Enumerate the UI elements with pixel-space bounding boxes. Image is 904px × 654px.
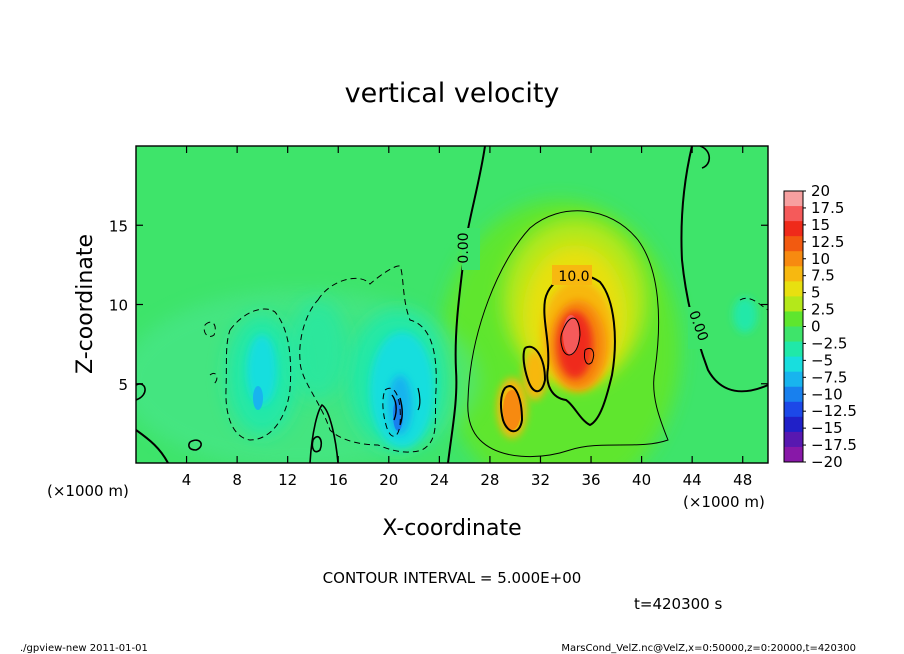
plot-area: 0.00 0.00 10.0 4 8 12 16 20 24 28 32 36 40 44 48 51… bbox=[109, 145, 769, 489]
colorbar-label: −10 bbox=[811, 385, 843, 403]
x-tick-label: 32 bbox=[531, 471, 550, 489]
y-axis-label: Z-coordinate bbox=[73, 234, 98, 374]
colorbar-label: −20 bbox=[811, 453, 843, 471]
colorbar-swatch bbox=[784, 356, 803, 373]
contour-ten-line bbox=[522, 345, 547, 393]
x-axis-label: X-coordinate bbox=[382, 516, 521, 541]
colorbar-swatch bbox=[784, 431, 803, 448]
x-tick-label: 24 bbox=[430, 471, 449, 489]
y-tick-label: 5 bbox=[118, 376, 128, 394]
y-axis: 5 10 15 bbox=[109, 217, 768, 394]
contour-zero-line bbox=[309, 403, 339, 463]
contour-label-bg bbox=[462, 228, 480, 270]
contour-zero-line bbox=[136, 429, 169, 463]
contour-negative-line bbox=[225, 308, 292, 441]
colorbar-swatch bbox=[784, 296, 803, 312]
x-tick-label: 28 bbox=[480, 471, 499, 489]
contour-zero-line bbox=[680, 146, 768, 393]
contour-negative-line bbox=[417, 387, 421, 411]
colorbar-label: 7.5 bbox=[811, 267, 835, 285]
colorbar-swatch bbox=[784, 326, 803, 343]
colorbar-label: 12.5 bbox=[811, 233, 844, 251]
x-tick-label: 40 bbox=[632, 471, 651, 489]
contour-fifteen-line bbox=[560, 317, 581, 356]
field-blob bbox=[288, 300, 348, 400]
footer-right: MarsCond_VelZ.nc@VelZ,x=0:50000,z=0:2000… bbox=[561, 643, 856, 654]
colorbar-label: −5 bbox=[811, 351, 833, 369]
x-tick-label: 16 bbox=[329, 471, 348, 489]
contour-label-bg bbox=[552, 265, 592, 285]
field-blob bbox=[247, 335, 277, 405]
colorbar-swatch bbox=[784, 341, 803, 358]
colorbar-label: 15 bbox=[811, 216, 830, 234]
contour-zero-line bbox=[188, 439, 202, 451]
field-blob bbox=[523, 350, 547, 400]
colorbar-swatch bbox=[784, 251, 803, 267]
y-tick-label: 15 bbox=[109, 217, 128, 235]
x-tick-label: 48 bbox=[733, 471, 752, 489]
field-blob bbox=[253, 386, 263, 410]
x-tick-label: 12 bbox=[278, 471, 297, 489]
colorbar-swatch bbox=[784, 446, 803, 463]
contour-fifteen-line bbox=[584, 347, 595, 365]
colorbar: 2017.51512.5107.552.50−2.5−5−7.5−10−12.5… bbox=[783, 182, 857, 471]
colorbar-swatch bbox=[784, 281, 803, 297]
contour-negative-line bbox=[299, 265, 437, 453]
contour-interval: CONTOUR INTERVAL = 5.000E+00 bbox=[323, 569, 582, 587]
x-tick-label: 8 bbox=[232, 471, 242, 489]
chart-title: vertical velocity bbox=[345, 78, 560, 109]
time-label: t=420300 s bbox=[634, 595, 722, 613]
colorbar-swatch bbox=[784, 206, 803, 222]
x-tick-label: 20 bbox=[379, 471, 398, 489]
contour-zero-line bbox=[311, 435, 323, 453]
colorbar-label: 17.5 bbox=[811, 199, 844, 217]
colorbar-label: −17.5 bbox=[811, 436, 857, 454]
x-tick-label: 4 bbox=[182, 471, 192, 489]
colorbar-swatch bbox=[784, 191, 803, 207]
colorbar-label: −2.5 bbox=[811, 334, 847, 352]
colorbar-label: 0 bbox=[811, 318, 821, 336]
colorbar-swatch bbox=[784, 416, 803, 433]
field-blob bbox=[503, 390, 521, 430]
colorbar-label: 20 bbox=[811, 182, 830, 200]
colorbar-swatch bbox=[784, 221, 803, 237]
colorbar-label: −7.5 bbox=[811, 368, 847, 386]
x-unit-right: (×1000 m) bbox=[683, 493, 765, 511]
x-tick-label: 36 bbox=[581, 471, 600, 489]
field-blob bbox=[563, 315, 579, 355]
colorbar-label: 2.5 bbox=[811, 301, 835, 319]
contour-label: 10.0 bbox=[558, 269, 589, 285]
contour-negative-line bbox=[739, 297, 768, 311]
contour-ten-line bbox=[499, 385, 524, 433]
x-tick-label: 44 bbox=[683, 471, 702, 489]
contour-lines bbox=[136, 146, 768, 463]
contour-label: 0.00 bbox=[456, 232, 472, 263]
colorbar-swatch bbox=[784, 401, 803, 418]
colorbar-swatch bbox=[784, 371, 803, 388]
field-blob bbox=[733, 297, 757, 333]
x-unit-left: (×1000 m) bbox=[47, 482, 129, 500]
contour-negative-line bbox=[203, 321, 216, 338]
colorbar-swatch bbox=[784, 386, 803, 403]
colorbar-label: −15 bbox=[811, 419, 843, 437]
footer-left: ./gpview-new 2011-01-01 bbox=[20, 643, 148, 654]
contour-zero-line bbox=[699, 146, 711, 169]
colorbar-swatch bbox=[784, 311, 803, 327]
colorbar-label: −12.5 bbox=[811, 402, 857, 420]
contour-zero-line bbox=[447, 146, 486, 463]
x-axis: 4 8 12 16 20 24 28 32 36 40 44 48 bbox=[182, 146, 752, 489]
colorbar-swatch bbox=[784, 236, 803, 252]
y-tick-label: 10 bbox=[109, 297, 128, 315]
contour-negative-line bbox=[391, 394, 403, 426]
contour-ten-line bbox=[543, 273, 616, 427]
contour-negative-line bbox=[382, 387, 401, 437]
colorbar-swatch bbox=[784, 266, 803, 282]
contour-five-line bbox=[467, 210, 669, 458]
colorbar-label: 5 bbox=[811, 284, 821, 302]
contour-label-bg bbox=[688, 307, 706, 349]
colorbar-label: 10 bbox=[811, 250, 830, 268]
contour-negative-line bbox=[209, 372, 218, 385]
